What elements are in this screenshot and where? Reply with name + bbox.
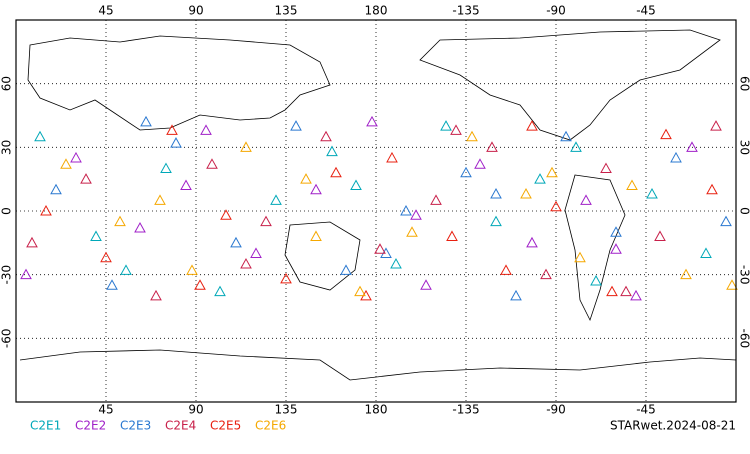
legend-label: C2E3	[120, 419, 151, 433]
x-tick-label-top: 180	[365, 4, 388, 18]
x-tick-label-bottom: 90	[188, 403, 203, 417]
x-tick-label-bottom: -90	[546, 403, 566, 417]
x-tick-label-top: -45	[636, 4, 656, 18]
y-tick-label-right: -30	[738, 265, 750, 285]
y-tick-label-left: 0	[0, 207, 14, 215]
y-tick-label-left: -30	[0, 265, 14, 285]
x-tick-label-bottom: -45	[636, 403, 656, 417]
x-tick-label-bottom: 180	[365, 403, 388, 417]
x-tick-label-top: -135	[452, 4, 479, 18]
x-tick-label-bottom: 45	[98, 403, 113, 417]
y-tick-label-right: 0	[738, 207, 750, 215]
x-tick-label-top: 135	[275, 4, 298, 18]
x-tick-label-bottom: 135	[275, 403, 298, 417]
legend-label: C2E2	[75, 419, 106, 433]
y-tick-label-left: 30	[0, 140, 14, 155]
y-tick-label-left: 60	[0, 76, 14, 91]
legend-label: C2E6	[255, 419, 286, 433]
x-tick-label-bottom: -135	[452, 403, 479, 417]
y-tick-label-right: -60	[738, 329, 750, 349]
x-tick-label-top: -90	[546, 4, 566, 18]
legend-label: C2E4	[165, 419, 196, 433]
x-tick-label-top: 45	[98, 4, 113, 18]
y-tick-label-left: -60	[0, 329, 14, 349]
legend-label: C2E1	[30, 419, 61, 433]
x-tick-label-top: 90	[188, 4, 203, 18]
y-tick-label-right: 30	[738, 140, 750, 155]
footer-label: STARwet.2024-08-21	[610, 419, 736, 433]
legend-label: C2E5	[210, 419, 241, 433]
y-tick-label-right: 60	[738, 76, 750, 91]
